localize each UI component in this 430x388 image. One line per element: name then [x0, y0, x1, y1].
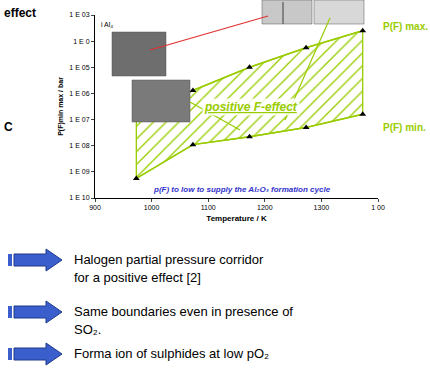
svg-text:P(F)min max / bar: P(F)min max / bar [57, 77, 65, 136]
svg-text:effect: effect [4, 6, 36, 20]
svg-text:P(F) max.: P(F) max. [383, 21, 428, 32]
svg-text:for a positive effect [2]: for a positive effect [2] [74, 270, 201, 285]
svg-text:1 E 08: 1 E 08 [69, 142, 89, 149]
svg-text:900: 900 [89, 204, 101, 211]
svg-text:1 E 06: 1 E 06 [69, 90, 89, 97]
svg-text:SO₂.: SO₂. [74, 322, 101, 337]
svg-text:Halogen partial pressure corri: Halogen partial pressure corridor [74, 252, 264, 267]
svg-text:1 E 03: 1 E 03 [69, 11, 89, 18]
svg-text:1 E 0: 1 E 0 [73, 38, 89, 45]
svg-text:1100: 1100 [201, 204, 216, 211]
svg-text:i Al₄: i Al₄ [101, 21, 113, 28]
svg-text:1 00: 1 00 [371, 204, 385, 211]
svg-text:P(F) min.: P(F) min. [383, 122, 426, 133]
svg-text:1 E 09: 1 E 09 [69, 168, 89, 175]
svg-text:positive F-effect: positive F-effect [204, 100, 298, 114]
svg-text:1300: 1300 [314, 204, 330, 211]
svg-text:C: C [4, 120, 13, 134]
svg-text:1 E 05: 1 E 05 [69, 64, 89, 71]
svg-text:Forma ion of sulphides at low: Forma ion of sulphides at low pO₂ [74, 346, 269, 361]
svg-text:1 E 07: 1 E 07 [69, 116, 89, 123]
svg-text:Same boundaries even in presen: Same boundaries even in presence of [74, 304, 293, 319]
svg-text:1000: 1000 [144, 204, 160, 211]
svg-text:1 E 10: 1 E 10 [69, 194, 89, 201]
svg-text:p(F) to low to supply the Al₂O: p(F) to low to supply the Al₂O₃ formatio… [153, 185, 331, 194]
svg-text:1200: 1200 [257, 204, 273, 211]
svg-text:Temperature / K: Temperature / K [206, 214, 267, 223]
